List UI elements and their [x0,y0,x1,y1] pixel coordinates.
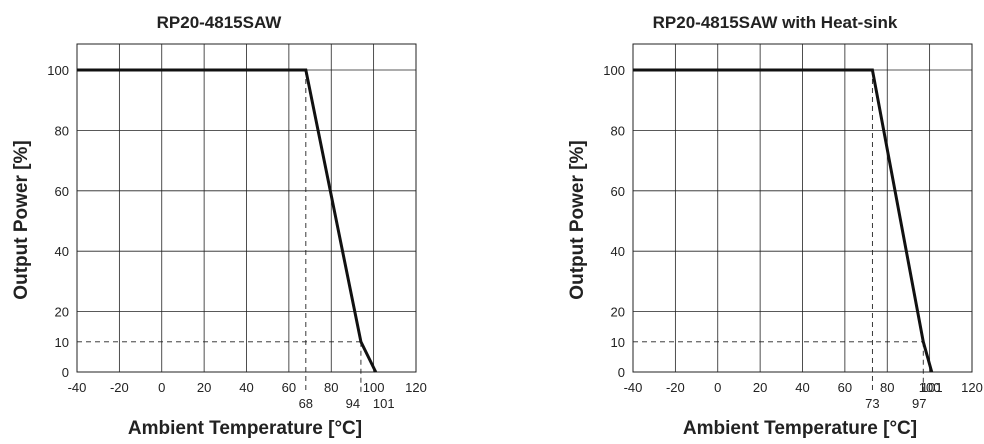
annotation-label: 94 [346,396,360,411]
x-tick-label: 80 [324,380,338,395]
y-tick-label: 0 [62,365,69,380]
y-tick-label: 80 [611,123,625,138]
y-tick-label: 10 [55,335,69,350]
series-line [633,68,934,373]
x-tick-label: 0 [158,380,165,395]
y-tick-label: 20 [611,305,625,320]
annotation-label: 68 [299,396,313,411]
x-tick-label: -20 [110,380,129,395]
chart-left: RP20-4815SAW Output Power [%] Ambient Te… [11,13,362,439]
annotation-label: 73 [865,396,879,411]
y-tick-label: 60 [55,184,69,199]
x-tick-label: 20 [197,380,211,395]
annotation-label: 101 [921,380,943,395]
chart-title: RP20-4815SAW with Heat-sink [653,13,898,32]
x-tick-label: 100 [919,380,941,395]
x-tick-label: 0 [714,380,721,395]
chart-title: RP20-4815SAW [157,13,283,32]
x-tick-label: 100 [363,380,385,395]
y-axis-label: Output Power [%] [567,140,588,299]
x-tick-label: -40 [68,380,87,395]
y-tick-label: 40 [55,244,69,259]
y-tick-label: 100 [603,63,625,78]
y-tick-label: 20 [55,305,69,320]
y-tick-label: 60 [611,184,625,199]
x-tick-label: 120 [961,380,983,395]
x-tick-label: 40 [239,380,253,395]
x-tick-label: 60 [838,380,852,395]
y-tick-label: 10 [611,335,625,350]
series-line [77,68,378,373]
x-tick-label: 20 [753,380,767,395]
y-axis-label: Output Power [%] [11,140,32,299]
x-tick-label: 40 [795,380,809,395]
annotation-label: 97 [912,396,926,411]
y-tick-label: 80 [55,123,69,138]
x-tick-label: -20 [666,380,685,395]
y-tick-label: 0 [618,365,625,380]
y-tick-label: 100 [47,63,69,78]
plot-area-0: -40 -20 0 20 40 60 80 100 120 0 10 20 40 60 80 100 68 94 1… [47,43,427,411]
chart-right: RP20-4815SAW with Heat-sink Output Power… [567,13,917,439]
x-tick-label: 120 [405,380,427,395]
x-axis-label: Ambient Temperature [°C] [683,418,917,439]
annotation-label: 101 [373,396,395,411]
x-tick-label: -40 [624,380,643,395]
y-tick-label: 40 [611,244,625,259]
plot-area-1: -40 -20 0 20 40 60 80 100 120 0 10 20 40 60 80 100 73 971… [603,43,983,411]
x-axis-label: Ambient Temperature [°C] [128,418,362,439]
x-tick-label: 60 [282,380,296,395]
x-tick-label: 80 [880,380,894,395]
